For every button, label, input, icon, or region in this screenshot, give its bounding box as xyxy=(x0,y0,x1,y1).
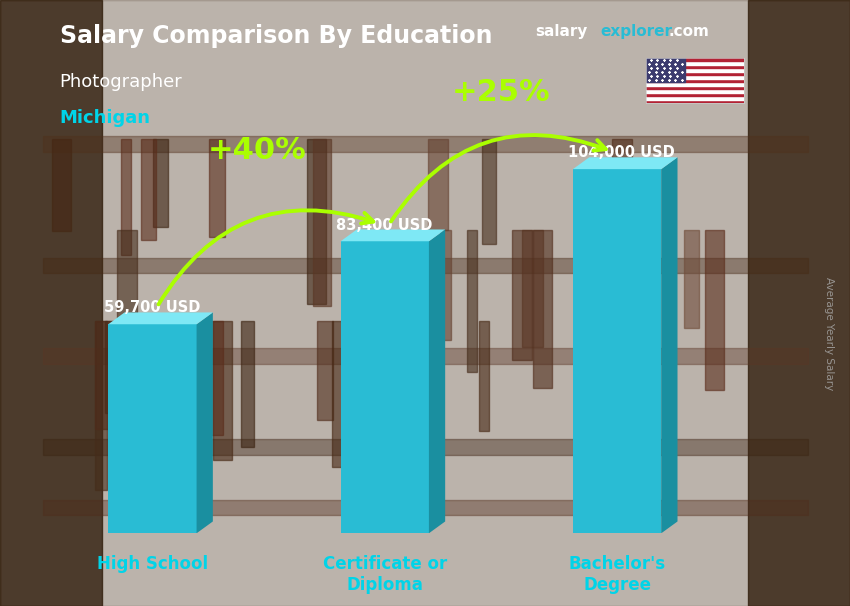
Polygon shape xyxy=(196,313,212,533)
Bar xyxy=(646,93,744,96)
Bar xyxy=(428,139,448,230)
Bar xyxy=(307,139,326,304)
Text: 59,700 USD: 59,700 USD xyxy=(104,301,200,316)
Bar xyxy=(646,89,744,93)
Polygon shape xyxy=(661,158,677,533)
Bar xyxy=(646,58,744,61)
Polygon shape xyxy=(108,313,212,324)
Bar xyxy=(121,139,131,255)
Bar xyxy=(95,321,107,490)
Text: 104,000 USD: 104,000 USD xyxy=(569,145,675,161)
Text: explorer: explorer xyxy=(600,24,672,39)
Bar xyxy=(513,230,532,361)
Bar xyxy=(646,79,744,82)
Bar xyxy=(42,439,807,454)
Bar xyxy=(646,61,744,65)
Bar xyxy=(482,139,496,244)
Bar xyxy=(241,321,254,447)
Bar xyxy=(646,68,744,72)
Bar xyxy=(573,169,661,533)
Text: Photographer: Photographer xyxy=(60,73,182,91)
Polygon shape xyxy=(573,158,677,169)
Bar xyxy=(748,0,850,606)
Text: salary: salary xyxy=(536,24,588,39)
Bar xyxy=(646,99,744,103)
Polygon shape xyxy=(341,230,445,241)
Bar xyxy=(413,321,428,436)
Text: 83,400 USD: 83,400 USD xyxy=(336,218,433,233)
Text: +40%: +40% xyxy=(207,136,306,165)
Bar xyxy=(94,321,115,428)
Bar xyxy=(646,85,744,89)
Bar xyxy=(105,321,126,413)
Bar xyxy=(646,65,744,68)
Bar xyxy=(313,139,332,306)
Bar xyxy=(533,230,552,388)
Bar xyxy=(53,139,71,231)
Bar xyxy=(317,321,333,420)
Bar xyxy=(212,321,232,460)
Bar xyxy=(467,230,478,371)
Bar xyxy=(646,82,744,85)
Bar xyxy=(646,58,685,82)
Bar xyxy=(0,0,102,606)
Bar xyxy=(203,321,223,435)
Bar xyxy=(117,230,137,347)
Bar xyxy=(332,321,343,467)
Bar xyxy=(209,139,225,237)
Bar xyxy=(523,230,543,347)
Text: Salary Comparison By Education: Salary Comparison By Education xyxy=(60,24,492,48)
Bar xyxy=(646,75,744,79)
Bar xyxy=(152,139,167,227)
Bar xyxy=(42,348,807,364)
Text: .com: .com xyxy=(668,24,709,39)
Bar xyxy=(706,230,723,390)
Polygon shape xyxy=(429,230,445,533)
Text: Michigan: Michigan xyxy=(60,109,150,127)
Bar xyxy=(141,139,156,241)
Bar xyxy=(378,230,389,358)
Bar xyxy=(341,241,429,533)
Bar xyxy=(42,258,807,273)
Bar xyxy=(440,230,451,341)
Bar xyxy=(684,230,699,328)
Bar xyxy=(42,136,807,152)
Bar xyxy=(646,96,744,99)
Bar xyxy=(42,500,807,515)
Bar xyxy=(612,139,632,299)
Bar xyxy=(108,324,196,533)
Bar xyxy=(479,321,490,431)
Text: +25%: +25% xyxy=(451,78,550,107)
Bar xyxy=(630,321,647,415)
Bar xyxy=(646,72,744,75)
Text: Average Yearly Salary: Average Yearly Salary xyxy=(824,277,834,390)
